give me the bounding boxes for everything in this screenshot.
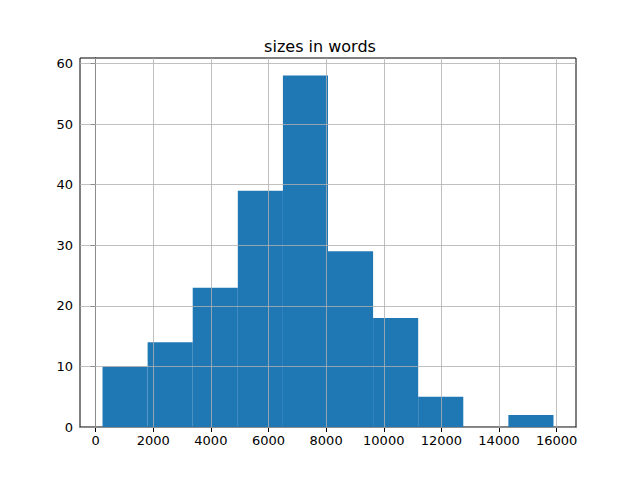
svg-text:8000: 8000: [310, 433, 343, 448]
svg-text:10000: 10000: [363, 433, 404, 448]
svg-text:30: 30: [56, 238, 73, 253]
svg-text:12000: 12000: [421, 433, 462, 448]
svg-text:14000: 14000: [478, 433, 519, 448]
svg-text:40: 40: [56, 177, 73, 192]
svg-text:16000: 16000: [536, 433, 577, 448]
svg-text:20: 20: [56, 298, 73, 313]
svg-text:sizes in words: sizes in words: [264, 37, 376, 56]
svg-text:50: 50: [56, 117, 73, 132]
svg-text:6000: 6000: [252, 433, 285, 448]
svg-text:60: 60: [56, 56, 73, 71]
svg-text:0: 0: [91, 433, 99, 448]
svg-text:2000: 2000: [137, 433, 170, 448]
svg-text:0: 0: [65, 420, 73, 435]
svg-text:4000: 4000: [194, 433, 227, 448]
svg-text:10: 10: [56, 359, 73, 374]
